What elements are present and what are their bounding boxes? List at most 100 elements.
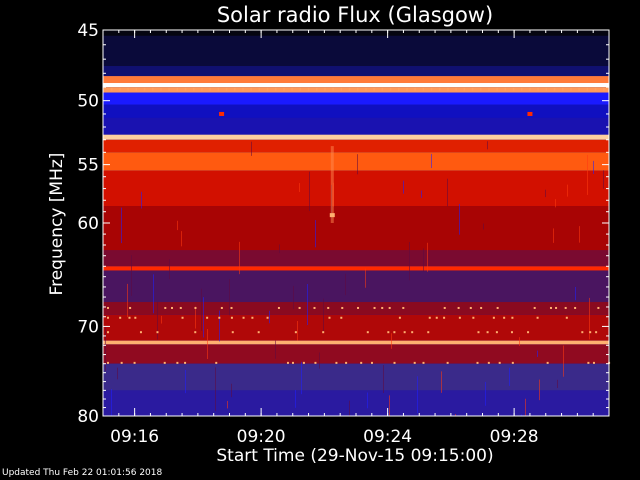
frequency-band xyxy=(103,87,609,93)
speckle-dot xyxy=(181,316,184,319)
speckle-dot xyxy=(472,316,475,319)
speckle-dot xyxy=(546,361,549,364)
frequency-band xyxy=(103,35,609,67)
speckle-dot xyxy=(119,316,122,319)
frequency-band xyxy=(103,76,609,84)
texture-streak xyxy=(455,414,456,416)
texture-streak xyxy=(301,361,302,395)
harmonic-dot xyxy=(463,87,466,91)
frequency-band xyxy=(103,134,609,140)
texture-streak xyxy=(307,284,308,326)
speckle-dot xyxy=(411,331,414,334)
texture-streak xyxy=(297,320,298,341)
chart-title: Solar radio Flux (Glasgow) xyxy=(217,3,493,27)
y-tick-label: 45 xyxy=(77,21,99,41)
texture-streak xyxy=(157,301,158,340)
speckle-dot xyxy=(302,361,305,364)
speckle-dot xyxy=(220,306,223,309)
texture-streak xyxy=(169,259,170,280)
speckle-dot xyxy=(107,331,109,334)
harmonic-dot xyxy=(562,87,564,91)
speckle-dot xyxy=(487,361,490,364)
harmonic-dot xyxy=(135,87,138,91)
speckle-dot xyxy=(251,316,254,319)
texture-streak xyxy=(315,220,316,248)
texture-streak xyxy=(403,180,404,194)
harmonic-dot xyxy=(111,87,113,91)
speckle-dot xyxy=(335,361,338,364)
speckle-dot xyxy=(231,331,234,334)
speckle-dot xyxy=(597,306,600,309)
texture-streak xyxy=(509,367,510,386)
texture-streak xyxy=(319,352,320,369)
harmonic-dot xyxy=(480,87,482,91)
hot-spot xyxy=(527,111,533,116)
speckle-dot xyxy=(549,306,552,309)
harmonic-dot xyxy=(176,87,179,91)
speckle-dot xyxy=(443,306,446,309)
harmonic-dot xyxy=(603,87,605,91)
texture-streak xyxy=(203,297,204,338)
speckle-dot xyxy=(314,361,317,364)
texture-streak xyxy=(195,306,196,329)
texture-streak xyxy=(519,337,520,346)
speckle-dot xyxy=(266,316,269,319)
speckle-dot xyxy=(328,316,331,319)
texture-streak xyxy=(201,288,202,331)
speckle-dot xyxy=(480,306,483,309)
harmonic-dot xyxy=(307,87,310,91)
harmonic-dot xyxy=(455,87,457,91)
texture-streak xyxy=(299,183,300,192)
speckle-dot xyxy=(357,306,360,309)
texture-streak xyxy=(423,248,424,272)
harmonic-dot xyxy=(299,87,302,91)
hot-spot xyxy=(219,111,225,116)
frequency-band xyxy=(103,344,609,364)
texture-streak xyxy=(185,369,186,394)
harmonic-dot xyxy=(414,87,416,91)
speckle-dot xyxy=(107,316,109,319)
harmonic-dot xyxy=(340,87,343,91)
harmonic-dot xyxy=(357,87,359,91)
frequency-band xyxy=(103,152,609,171)
texture-streak xyxy=(575,286,576,301)
y-axis: 45 50 55 60 70 80 xyxy=(77,21,609,427)
harmonic-dot xyxy=(250,87,252,91)
speckle-dot xyxy=(427,331,430,334)
frequency-band xyxy=(103,250,609,267)
speckle-dot xyxy=(322,331,325,334)
speckle-dot xyxy=(129,306,132,309)
texture-streak xyxy=(227,400,228,409)
texture-streak xyxy=(105,327,106,371)
speckle-dot xyxy=(345,361,348,364)
speckle-dot xyxy=(286,361,289,364)
speckle-dot xyxy=(565,316,568,319)
speckle-dot xyxy=(511,316,514,319)
harmonic-dot xyxy=(488,87,490,91)
speckle-dot xyxy=(139,331,142,334)
harmonic-dot xyxy=(521,87,523,91)
texture-streak xyxy=(409,242,410,281)
speckle-dot xyxy=(486,331,489,334)
texture-streak xyxy=(251,141,252,156)
speckle-dot xyxy=(327,306,330,309)
texture-streak xyxy=(417,376,418,414)
speckle-dot xyxy=(564,306,567,309)
speckle-dot xyxy=(163,361,166,364)
speckle-dot xyxy=(164,306,167,309)
harmonic-dot xyxy=(217,87,220,91)
speckle-dot xyxy=(498,361,501,364)
harmonic-dot xyxy=(471,87,474,91)
texture-streak xyxy=(447,178,448,207)
harmonic-dot xyxy=(201,87,203,91)
speckle-dot xyxy=(194,306,197,309)
speckle-dot xyxy=(171,306,174,309)
texture-streak xyxy=(117,367,118,380)
texture-streak xyxy=(555,199,556,208)
speckle-dot xyxy=(458,316,461,319)
texture-streak xyxy=(603,170,604,189)
texture-streak xyxy=(367,392,368,409)
frequency-band xyxy=(103,314,609,341)
speckle-dot xyxy=(533,306,536,309)
